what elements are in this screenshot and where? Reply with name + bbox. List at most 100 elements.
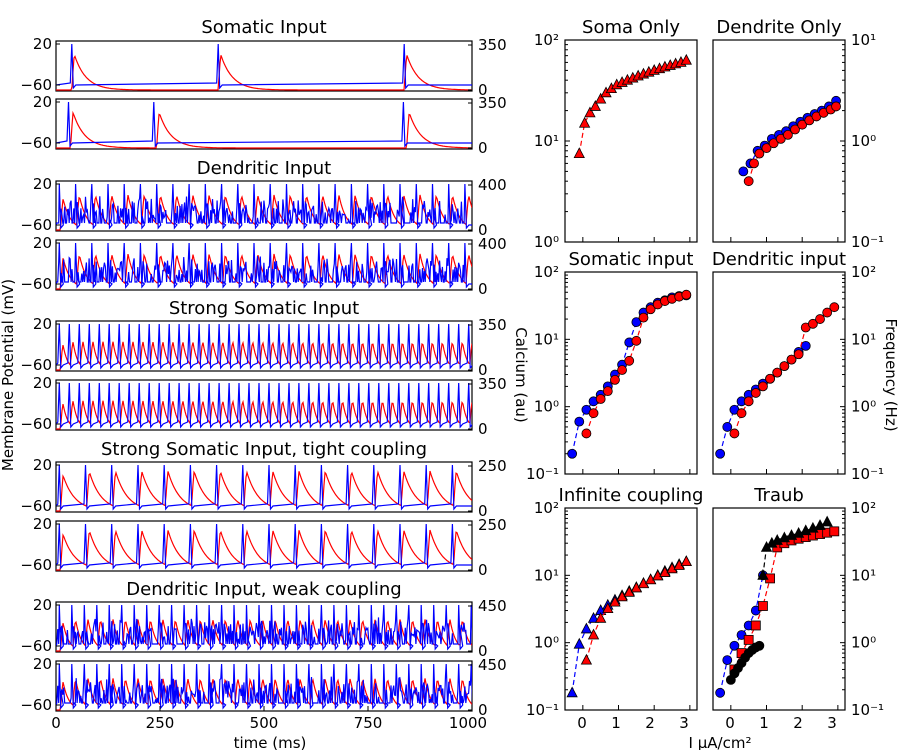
- voltage-trace: [56, 523, 472, 570]
- left-tick-label: −60: [20, 415, 52, 433]
- left-tick-label: −60: [20, 637, 52, 655]
- left-tick-label: 20: [33, 175, 52, 193]
- left-tick-label: 20: [33, 35, 52, 53]
- data-point: [566, 686, 578, 698]
- data-point: [567, 448, 578, 459]
- data-point: [821, 515, 833, 527]
- y-tick-label: 10¹: [534, 132, 559, 150]
- fi-frame: [712, 271, 846, 475]
- voltage-trace: [56, 663, 472, 710]
- right-tick-label: 450: [478, 597, 507, 615]
- left-tick-label: −60: [20, 134, 52, 152]
- data-point: [786, 354, 797, 365]
- data-point: [638, 312, 649, 323]
- y-tick-label: 10²: [851, 499, 876, 517]
- data-point: [624, 355, 635, 366]
- data-point: [758, 381, 768, 392]
- data-point: [831, 101, 841, 112]
- data-point: [779, 361, 790, 372]
- panel-title: Somatic input: [569, 249, 694, 270]
- y-tick-label: 10¹: [534, 566, 559, 584]
- data-point: [602, 386, 613, 397]
- data-point: [757, 568, 769, 580]
- data-point: [681, 289, 692, 300]
- data-point: [580, 622, 593, 634]
- data-point: [807, 521, 819, 533]
- left-tick-label: 20: [33, 315, 52, 333]
- data-point: [589, 100, 601, 111]
- data-point: [743, 396, 754, 407]
- data-point: [595, 611, 607, 623]
- trace-frame: [55, 98, 473, 150]
- x-tick-label: 3: [827, 714, 837, 732]
- data-point: [822, 307, 833, 318]
- right-tick-label: 0: [478, 701, 488, 719]
- data-point: [754, 640, 765, 651]
- data-point: [754, 148, 765, 159]
- y-tick-label: 10¹: [534, 330, 559, 348]
- right-tick-label: 250: [478, 457, 507, 475]
- data-point: [790, 124, 800, 135]
- data-point: [574, 416, 585, 427]
- trace-frame: [55, 461, 473, 513]
- x-tick-label: 3: [679, 714, 689, 732]
- panel-title: Infinite coupling: [559, 485, 704, 506]
- data-point: [797, 119, 808, 130]
- data-point: [722, 422, 733, 432]
- y-tick-label: 10⁰: [534, 634, 559, 652]
- y-tick-label: 10⁰: [851, 634, 876, 652]
- data-point: [772, 367, 783, 378]
- trace-lines: [56, 323, 472, 371]
- fi-panel-group: Somatic input 10⁻¹ 10⁰ 10¹ 10²: [526, 249, 698, 483]
- series-line: [571, 561, 687, 693]
- right-tick-label: 350: [478, 316, 507, 334]
- y-tick-label: 10⁰: [534, 398, 559, 416]
- left-tick-label: 20: [33, 655, 52, 673]
- fi-frame: [564, 39, 698, 243]
- calcium-axis-label: Calcium (au): [512, 327, 530, 423]
- y-tick-label: 10²: [851, 263, 876, 281]
- fi-panel-group: Dendritic input 10⁻¹ 10⁰ 10¹ 10²: [712, 249, 884, 483]
- data-point: [743, 634, 754, 645]
- data-point: [617, 365, 627, 375]
- voltage-trace: [56, 101, 472, 148]
- data-point: [573, 147, 585, 159]
- right-tick-label: 0: [478, 420, 488, 438]
- left-tick-label: 20: [33, 515, 52, 533]
- right-tick-label: 450: [478, 656, 507, 674]
- left-tick-label: −60: [20, 356, 52, 374]
- data-point: [758, 601, 768, 611]
- x-tick-label: 1: [611, 714, 621, 732]
- data-point: [793, 349, 804, 360]
- y-tick-label: 10¹: [851, 566, 876, 584]
- data-point: [715, 448, 726, 459]
- y-tick-label: 10⁻¹: [851, 465, 884, 483]
- y-tick-label: 10⁰: [534, 233, 559, 251]
- x-tick-label: 2: [793, 714, 803, 732]
- trace-lines: [56, 523, 472, 571]
- trace-lines: [56, 242, 472, 290]
- left-tick-label: −60: [20, 275, 52, 293]
- trace-lines: [56, 663, 472, 711]
- calcium-trace: [56, 340, 472, 371]
- panel-title: Soma Only: [582, 17, 680, 38]
- data-point: [750, 620, 761, 631]
- panel-title: Traub: [753, 485, 804, 506]
- x-tick-label: 1: [759, 714, 769, 732]
- calcium-trace: [56, 677, 472, 711]
- right-tick-label: 350: [478, 94, 507, 112]
- y-tick-label: 10⁻¹: [851, 701, 884, 719]
- trace-panels: Somatic Input20−60350020−603500Dendritic…: [20, 17, 506, 719]
- data-point: [807, 318, 818, 329]
- data-point: [738, 166, 749, 177]
- left-tick-label: −60: [20, 76, 52, 94]
- voltage-trace: [56, 43, 472, 90]
- data-point: [573, 637, 585, 649]
- calcium-trace: [56, 618, 472, 652]
- data-point: [729, 428, 740, 439]
- data-point: [580, 653, 593, 665]
